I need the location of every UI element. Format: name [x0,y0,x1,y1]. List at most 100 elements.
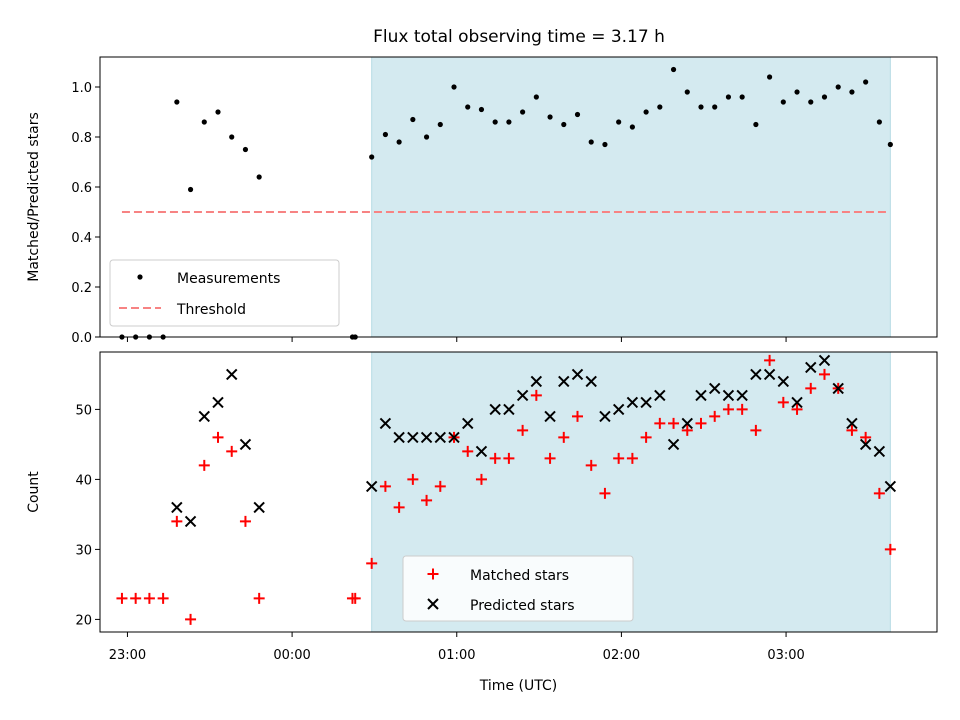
measurement-point [574,111,581,118]
predicted-star-marker [777,375,790,388]
predicted-star-marker [226,368,238,381]
matched-star-marker [722,403,734,415]
predicted-star-marker [626,396,639,409]
legend-label-threshold: Threshold [176,302,246,318]
predicted-star-marker [750,368,762,381]
predicted-star-marker [599,410,611,423]
matched-star-marker [805,382,817,394]
predicted-star-marker [448,431,460,444]
measurement-point [465,104,471,110]
matched-star-marker [681,424,693,436]
matched-star-marker [695,417,707,429]
predicted-star-marker [709,382,721,395]
measurement-point [616,119,622,125]
measurement-point [780,99,786,105]
measurement-point [506,119,512,125]
predicted-star-marker [239,438,252,451]
measurement-point [187,186,194,193]
measurement-point [423,134,430,140]
top-panel: 0.0 0.2 0.4 0.6 0.8 1.0 Matched/Predicted star… [26,56,938,346]
predicted-star-marker [791,396,803,409]
y-tick-label: 0.0 [71,331,92,346]
matched-star-marker [226,445,238,457]
legend-box [402,555,634,622]
measurement-point [256,174,262,180]
predicted-star-marker [571,368,584,381]
measurement-point [437,121,443,128]
measurement-point [670,66,677,73]
legend-label-measurements: Measurements [177,271,280,287]
matched-star-marker [572,410,584,422]
matched-star-marker [764,354,776,366]
predicted-star-marker [420,431,433,444]
x-tick-label: 00:00 [273,648,310,663]
matched-star-marker [393,501,405,513]
legend-marker-measurements [137,274,143,280]
predicted-star-marker [462,417,474,430]
predicted-star-marker [695,389,707,402]
measurement-point [887,141,893,148]
matched-star-marker [777,396,789,408]
measurement-point [629,124,635,130]
matched-star-marker [668,417,680,429]
matched-star-marker [613,452,625,464]
predicted-star-marker [198,410,210,423]
predicted-star-marker [516,389,529,402]
y-tick-label: 1.0 [71,81,92,96]
measurement-point [229,134,235,140]
predicted-star-marker [818,354,831,367]
measurement-point [451,84,457,90]
predicted-star-marker [489,403,501,416]
predicted-star-marker [365,480,378,493]
matched-star-marker [517,424,529,436]
measurement-point [794,89,800,95]
legend-label-matched: Matched stars [470,568,569,584]
matched-star-marker [489,452,501,464]
y-tick-label: 20 [75,613,92,628]
legend-label-predicted: Predicted stars [470,598,575,614]
matched-star-marker [884,543,896,555]
predicted-star-marker [379,417,392,430]
matched-star-marker [198,459,210,471]
matched-star-marker [585,459,597,471]
matched-star-marker [116,592,128,604]
measurement-point [201,119,207,125]
matched-star-marker [421,494,433,506]
predicted-star-marker [884,480,897,493]
predicted-star-marker [722,389,735,402]
y-tick-label: 0.8 [71,131,92,146]
predicted-star-marker [859,438,872,451]
matched-star-marker [736,403,748,415]
predicted-star-marker [805,361,817,374]
measurement-point [602,141,608,148]
predicted-star-marker [212,396,224,409]
legend-marker-matched [427,568,439,580]
matched-star-marker [709,410,721,422]
matched-star-marker [640,431,652,443]
predicted-star-marker [681,417,693,430]
measurement-point [369,154,375,160]
predicted-star-marker [475,445,488,458]
predicted-star-marker [171,501,183,514]
matched-star-marker [157,592,169,604]
y-axis-label: Matched/Predicted stars [26,112,42,282]
measurement-point [657,104,663,110]
measurement-point [492,119,498,125]
measurement-point [561,121,567,128]
matched-star-marker [143,592,155,604]
y-tick-label: 50 [75,403,92,418]
predicted-star-marker [640,396,652,409]
measurement-point [533,94,539,100]
matched-star-marker [654,417,666,429]
measurement-point [520,109,526,115]
measurement-point [821,94,828,100]
predicted-star-marker [763,368,776,381]
measurement-point [588,139,594,145]
predicted-star-marker [544,410,556,423]
predicted-star-marker [667,438,680,451]
measurement-point [849,89,855,95]
measurement-point [698,104,704,110]
predicted-star-marker [612,403,625,416]
matched-star-marker [475,473,487,485]
